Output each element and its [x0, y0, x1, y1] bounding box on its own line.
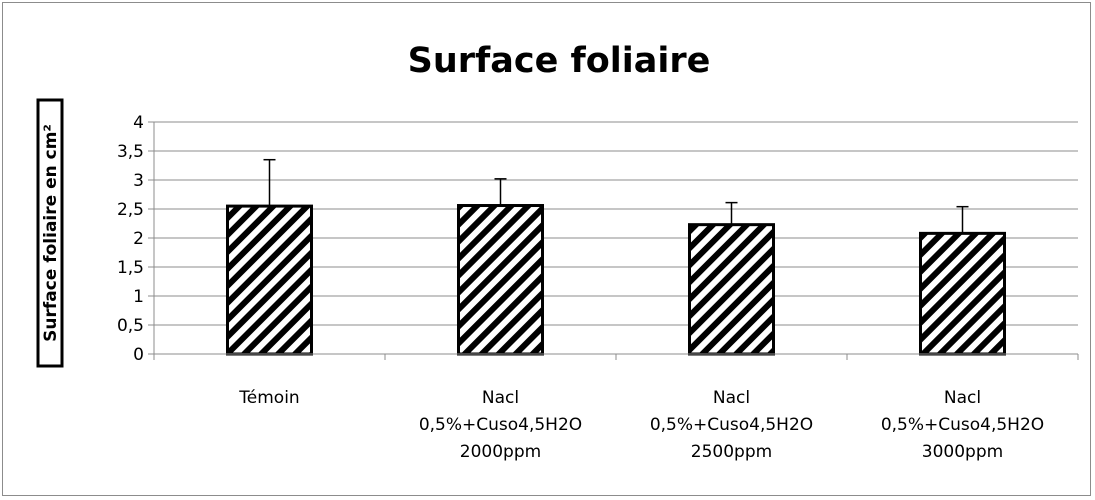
x-category-label-line: Nacl — [482, 388, 519, 408]
bar — [919, 231, 1006, 356]
x-category-label-line: 0,5%+Cuso4,5H2O — [419, 415, 582, 435]
y-tick-label: 1,5 — [117, 258, 144, 278]
bars — [226, 158, 1006, 356]
y-tick-label: 0 — [133, 345, 144, 365]
y-tick-label: 2,5 — [117, 200, 144, 220]
y-axis-label: Surface foliaire en cm² — [36, 98, 64, 368]
x-category-label: Nacl 0,5%+Cuso4,5H2O 2000ppm — [419, 388, 582, 462]
x-category-label: Nacl 0,5%+Cuso4,5H2O 2500ppm — [650, 388, 813, 462]
x-category-label: Témoin — [238, 388, 299, 408]
y-tick-label: 3,5 — [117, 142, 144, 162]
y-tick-label: 0,5 — [117, 316, 144, 336]
y-tick-label: 4 — [133, 113, 144, 133]
chart-title: Surface foliaire — [408, 41, 711, 81]
x-category-label-line: 2000ppm — [460, 442, 541, 462]
y-axis-ticks: 0 0,5 1 1,5 2 2,5 3 3,5 4 — [117, 113, 154, 365]
x-category-label-line: 0,5%+Cuso4,5H2O — [881, 415, 1044, 435]
bar — [688, 223, 775, 356]
x-category-label-line: Nacl — [713, 388, 750, 408]
bar — [226, 204, 313, 356]
x-category-label-line: 0,5%+Cuso4,5H2O — [650, 415, 813, 435]
x-category-label-line: 3000ppm — [922, 442, 1003, 462]
x-category-label-line: 2500ppm — [691, 442, 772, 462]
bar — [457, 204, 544, 356]
y-tick-label: 3 — [133, 171, 144, 191]
y-axis-label-text: Surface foliaire en cm² — [41, 124, 61, 342]
x-category-label-line: Témoin — [238, 388, 299, 408]
x-category-label-line: Nacl — [944, 388, 981, 408]
x-category-label: Nacl 0,5%+Cuso4,5H2O 3000ppm — [881, 388, 1044, 462]
axes — [153, 122, 1079, 360]
y-tick-label: 1 — [133, 287, 144, 307]
x-axis-categories: Témoin Nacl 0,5%+Cuso4,5H2O 2000ppm Nacl 0,5%… — [238, 388, 1044, 462]
y-tick-label: 2 — [133, 229, 144, 249]
